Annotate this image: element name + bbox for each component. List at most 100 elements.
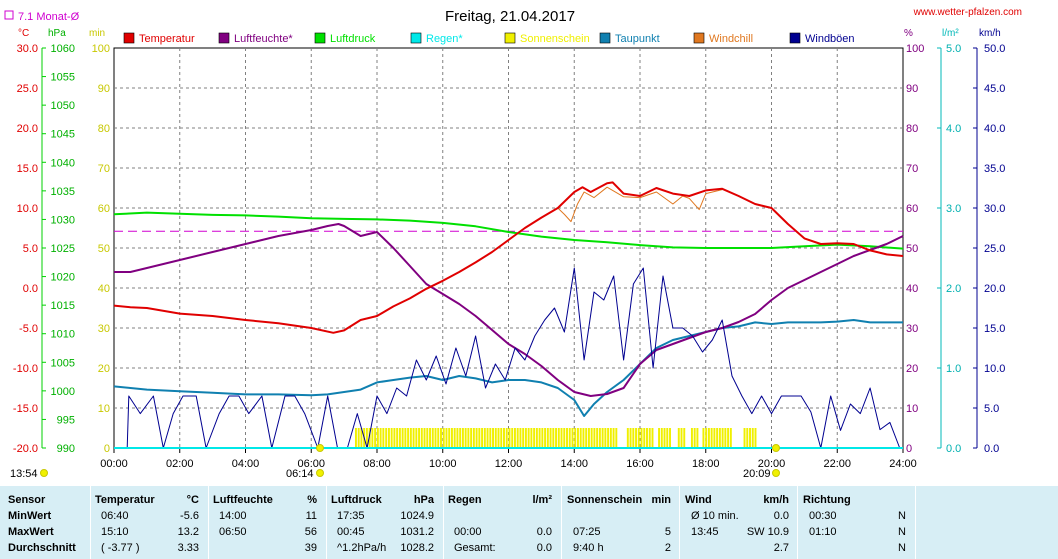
table-cell-time: 13:45	[691, 526, 719, 538]
x-tick-label: 02:00	[166, 458, 194, 470]
sunshine-bar	[677, 428, 680, 448]
unit-rain: l/m²	[942, 28, 959, 39]
rain-tick: 3.0	[946, 203, 961, 215]
table-header-unit: °C	[186, 494, 199, 506]
sunshine-bar	[743, 428, 746, 448]
table-divider	[326, 486, 327, 559]
table-cell-value: N	[898, 526, 906, 538]
sunshine-bar	[508, 428, 511, 448]
sunshine-bar	[396, 428, 399, 448]
temp-tick: 20.0	[17, 123, 38, 135]
temp-tick: 30.0	[17, 43, 38, 55]
stats-table: Sensor Temperatur °C Luftfeuchte% Luftdruck h…	[0, 486, 1058, 559]
pressure-tick: 1000	[51, 386, 75, 398]
legend-swatch	[693, 32, 705, 44]
table-header-unit: l/m²	[532, 494, 552, 506]
wind-tick: 50.0	[984, 43, 1005, 55]
wind-tick: 40.0	[984, 123, 1005, 135]
rain-tick: 2.0	[946, 283, 961, 295]
sun-tick: 0	[104, 443, 110, 455]
series-line-luftfeuchte	[114, 223, 904, 397]
sunshine-bar	[544, 428, 547, 448]
sunshine-bar	[546, 428, 549, 448]
sunshine-bar	[607, 428, 610, 448]
humidity-tick: 100	[906, 43, 924, 55]
table-header: Temperatur	[95, 494, 155, 506]
table-cell-time: 17:35	[337, 510, 365, 522]
unit-sun: min	[89, 28, 105, 39]
sun-tick: 30	[98, 323, 110, 335]
sunshine-bar	[371, 428, 374, 448]
x-tick-label: 22:00	[823, 458, 851, 470]
pressure-tick: 1060	[51, 43, 75, 55]
sunshine-bar	[680, 428, 683, 448]
table-cell-time: Ø 10 min.	[691, 510, 739, 522]
sunshine-bar	[648, 428, 651, 448]
table-cell-value: 0.0	[536, 542, 552, 554]
sunshine-bar	[481, 428, 484, 448]
unit-wind: km/h	[979, 28, 1001, 39]
sunshine-bar	[574, 428, 577, 448]
table-cell-time: 01:10	[809, 526, 837, 538]
table-cell-time: Gesamt:	[454, 542, 496, 554]
sunshine-bar	[640, 428, 643, 448]
sun-tick: 40	[98, 283, 110, 295]
x-tick-label: 20:00	[758, 458, 786, 470]
sunshine-bar	[549, 428, 552, 448]
temp-tick: -10.0	[13, 363, 38, 375]
sun-tick: 50	[98, 243, 110, 255]
sun-tick: 20	[98, 363, 110, 375]
sunshine-bar	[721, 428, 724, 448]
x-tick-label: 00:00	[100, 458, 128, 470]
sunshine-bar	[524, 428, 527, 448]
pressure-tick: 1055	[51, 72, 75, 84]
table-cell-value: SW 10.9	[746, 526, 789, 538]
sunshine-bar	[519, 428, 522, 448]
sunshine-bar	[527, 428, 530, 448]
table-cell-value: 11	[305, 510, 317, 522]
wind-tick: 35.0	[984, 163, 1005, 175]
legend-label: Luftfeuchte*	[234, 33, 293, 45]
series-line-luftdruck	[113, 211, 904, 250]
sunshine-bar	[566, 428, 568, 448]
sunshine-bar	[450, 428, 453, 448]
sunshine-bar	[387, 428, 390, 448]
legend-swatch	[314, 32, 326, 44]
sunshine-bar	[669, 428, 671, 448]
sunshine-bar	[445, 428, 448, 448]
sunshine-bar	[560, 428, 563, 448]
pressure-tick: 1045	[51, 129, 75, 141]
sunshine-bar	[379, 428, 382, 448]
sunshine-bar	[690, 428, 693, 448]
table-cell-time: 07:25	[573, 526, 601, 538]
sun-icon	[40, 469, 48, 477]
monthly-avg-swatch	[4, 10, 14, 20]
table-row-label: Durchschnitt	[8, 542, 76, 554]
sunshine-bar	[360, 428, 363, 448]
legend-swatch	[123, 32, 135, 44]
sunshine-bar	[609, 428, 612, 448]
table-cell-value: 39	[304, 542, 317, 554]
sunshine-bar	[598, 428, 601, 448]
temp-tick: -5.0	[19, 323, 38, 335]
sunshine-bar	[587, 428, 590, 448]
table-cell-value: 0.0	[536, 526, 552, 538]
pressure-tick: 1050	[51, 100, 75, 112]
sunshine-bar	[702, 428, 705, 448]
sunshine-bar	[563, 428, 566, 448]
sunshine-bar	[453, 428, 456, 448]
sunshine-bar	[365, 428, 368, 448]
sunshine-bar	[571, 428, 574, 448]
sunshine-bar	[475, 428, 478, 448]
series-line-windchill	[557, 186, 723, 223]
sunshine-bar	[555, 428, 558, 448]
sunshine-bar	[456, 428, 459, 448]
sunshine-bar	[494, 428, 497, 448]
table-cell-value: 5	[664, 526, 671, 538]
sunshine-bar	[483, 428, 486, 448]
sunshine-bar	[409, 428, 412, 448]
sunshine-bar	[629, 428, 632, 448]
table-header: Wind	[685, 494, 712, 506]
table-header: Richtung	[803, 494, 851, 506]
sunshine-bar	[718, 428, 721, 448]
